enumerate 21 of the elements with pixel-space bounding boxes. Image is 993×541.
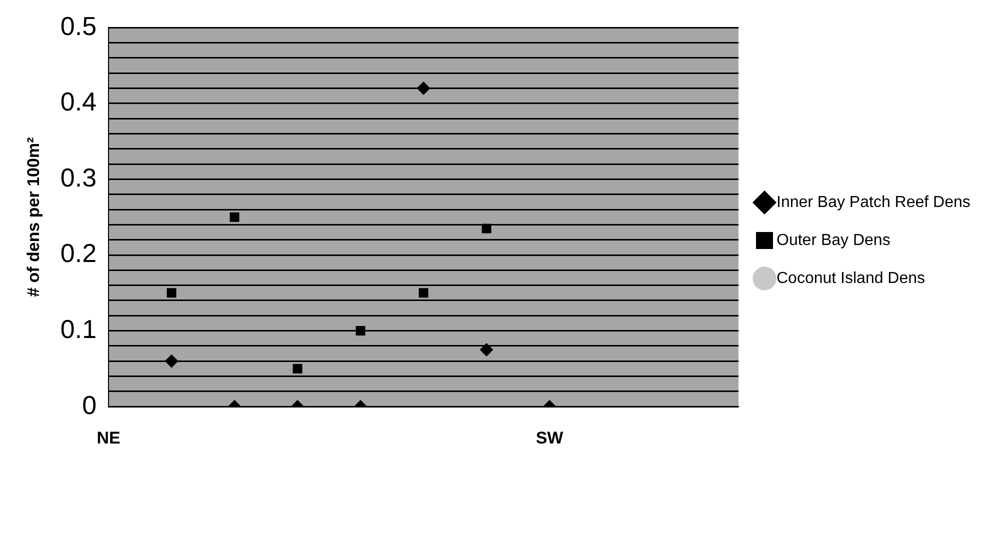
point: [166, 288, 176, 298]
legend-label: Coconut Island Dens: [776, 270, 926, 287]
legend-label: Inner Bay Patch Reef Dens: [776, 194, 970, 211]
y-tick-label: 0: [82, 390, 97, 420]
point: [356, 326, 366, 336]
point: [482, 224, 492, 234]
point: [165, 354, 178, 368]
y-tick-label: 0.5: [60, 10, 97, 41]
point: [480, 343, 494, 356]
y-tick-label: 0.2: [60, 238, 97, 268]
legend-label: Outer Bay Dens: [776, 232, 890, 249]
x-tick-label: SW: [536, 428, 564, 448]
y-axis-title: # of dens per 100m²: [24, 136, 43, 297]
point: [418, 288, 428, 298]
x-tick-label: NE: [96, 428, 120, 448]
point: [417, 82, 430, 95]
y-tick-label: 0.1: [60, 314, 97, 344]
point: [292, 364, 302, 374]
y-tick-label: 0.3: [60, 162, 97, 192]
y-tick-label: 0.4: [60, 86, 97, 117]
point: [230, 212, 240, 222]
